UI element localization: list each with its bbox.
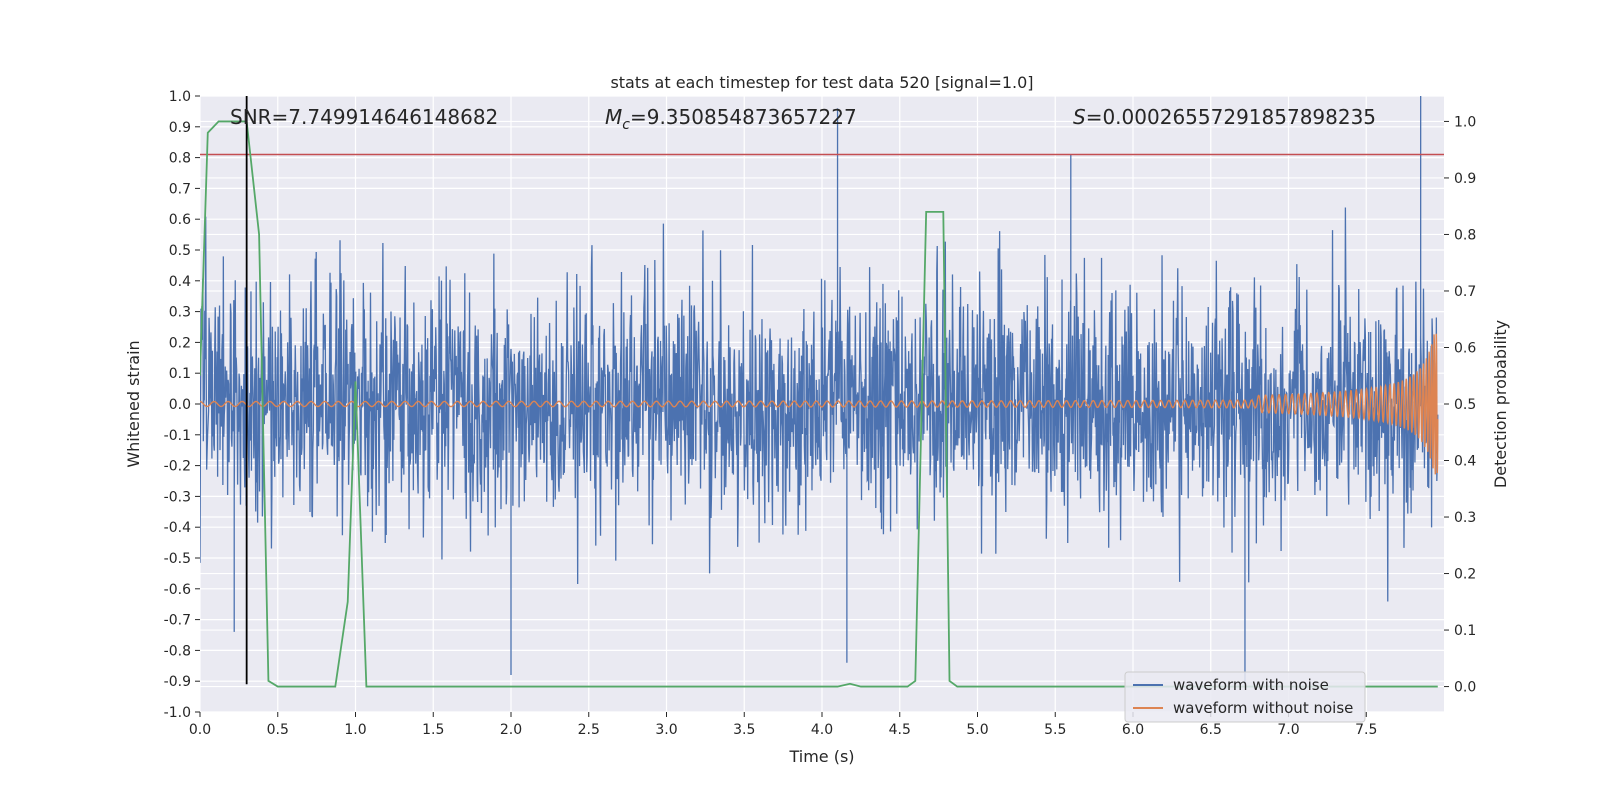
series-layer xyxy=(200,96,1444,688)
x-axis-label: Time (s) xyxy=(788,747,854,766)
x-tick-label: 4.0 xyxy=(811,722,833,738)
snr-annotation: SNR=7.749914646148682 xyxy=(230,105,498,129)
x-tick-label: 4.5 xyxy=(889,722,911,738)
y-tick-label-left: 0.7 xyxy=(169,181,191,197)
y-axis-label-right: Detection probability xyxy=(1491,320,1510,488)
x-tick-label: 3.0 xyxy=(655,722,677,738)
legend-label-clean: waveform without noise xyxy=(1173,699,1353,717)
y-tick-label-left: -0.1 xyxy=(164,428,191,444)
y-ticks-right: 1.0 0.9 0.8 0.7 0.6 0.5 0.4 0.3 0.2 0.1 0.0 xyxy=(1444,114,1476,696)
y-ticks-left: 1.0 0.9 0.8 0.7 0.6 0.5 0.4 0.3 0.2 0.1 0.0 -0.1 -0.… xyxy=(164,89,200,721)
y-tick-label-right: 0.4 xyxy=(1454,454,1476,470)
y-tick-label-right: 0.5 xyxy=(1454,397,1476,413)
y-tick-label-left: 0.4 xyxy=(169,274,191,290)
x-ticks: 0.0 0.5 1.0 1.5 2.0 2.5 3.0 3.5 4.0 4.5 5.0 5.5 6.0 6… xyxy=(189,712,1377,738)
x-tick-label: 2.0 xyxy=(500,722,522,738)
s-annotation: S=0.00026557291857898235 xyxy=(1073,105,1376,129)
x-tick-label: 5.0 xyxy=(966,722,988,738)
y-tick-label-left: 0.6 xyxy=(169,212,191,228)
chart-title: stats at each timestep for test data 520… xyxy=(610,73,1033,92)
x-tick-label: 0.5 xyxy=(267,722,289,738)
legend-label-noise: waveform with noise xyxy=(1173,676,1329,694)
x-tick-label: 6.0 xyxy=(1122,722,1144,738)
x-tick-label: 0.0 xyxy=(189,722,211,738)
x-tick-label: 2.5 xyxy=(578,722,600,738)
y-tick-label-left: -0.5 xyxy=(164,551,191,567)
mc-annotation: Mc=9.350854873657227 xyxy=(605,105,857,133)
y-tick-label-right: 1.0 xyxy=(1454,114,1476,130)
y-tick-label-left: 0.9 xyxy=(169,120,191,136)
x-tick-label: 1.5 xyxy=(422,722,444,738)
legend: waveform with noise waveform without noi… xyxy=(1124,671,1366,723)
s-symbol: S xyxy=(1073,105,1086,129)
y-tick-label-right: 0.0 xyxy=(1454,680,1476,696)
y-tick-label-left: -0.7 xyxy=(164,613,191,629)
y-tick-label-left: -1.0 xyxy=(164,705,191,721)
x-tick-label: 3.5 xyxy=(733,722,755,738)
y-tick-label-right: 0.8 xyxy=(1454,227,1476,243)
series-waveform-with-noise xyxy=(200,96,1439,688)
y-axis-label-left: Whitened strain xyxy=(124,340,143,467)
y-tick-label-left: -0.4 xyxy=(164,520,191,536)
y-tick-label-left: 0.5 xyxy=(169,243,191,259)
y-tick-label-left: -0.3 xyxy=(164,489,191,505)
y-tick-label-right: 0.6 xyxy=(1454,340,1476,356)
y-tick-label-right: 0.9 xyxy=(1454,171,1476,187)
x-tick-label: 6.5 xyxy=(1200,722,1222,738)
mc-value: =9.350854873657227 xyxy=(630,105,857,129)
y-tick-label-left: 0.0 xyxy=(169,397,191,413)
x-tick-label: 7.0 xyxy=(1277,722,1299,738)
series-waveform-without-noise xyxy=(200,333,1439,475)
y-tick-label-left: -0.8 xyxy=(164,643,191,659)
y-tick-label-left: 0.2 xyxy=(169,335,191,351)
y-tick-label-left: -0.2 xyxy=(164,459,191,475)
y-tick-label-left: 0.8 xyxy=(169,151,191,167)
y-tick-label-right: 0.3 xyxy=(1454,510,1476,526)
y-tick-label-right: 0.1 xyxy=(1454,623,1476,639)
y-tick-label-left: 0.3 xyxy=(169,305,191,321)
y-tick-label-right: 0.7 xyxy=(1454,284,1476,300)
y-tick-label-right: 0.2 xyxy=(1454,567,1476,583)
y-tick-label-left: 0.1 xyxy=(169,366,191,382)
y-tick-label-left: -0.6 xyxy=(164,582,191,598)
mc-symbol: M xyxy=(605,105,622,129)
x-tick-label: 7.5 xyxy=(1355,722,1377,738)
x-tick-label: 1.0 xyxy=(344,722,366,738)
series-detection-probability xyxy=(200,120,1438,688)
mc-subscript: c xyxy=(622,117,630,133)
x-tick-label: 5.5 xyxy=(1044,722,1066,738)
s-value: =0.00026557291857898235 xyxy=(1086,105,1376,129)
legend-box xyxy=(1124,671,1366,723)
y-tick-label-left: -0.9 xyxy=(164,674,191,690)
y-tick-label-left: 1.0 xyxy=(169,89,191,105)
